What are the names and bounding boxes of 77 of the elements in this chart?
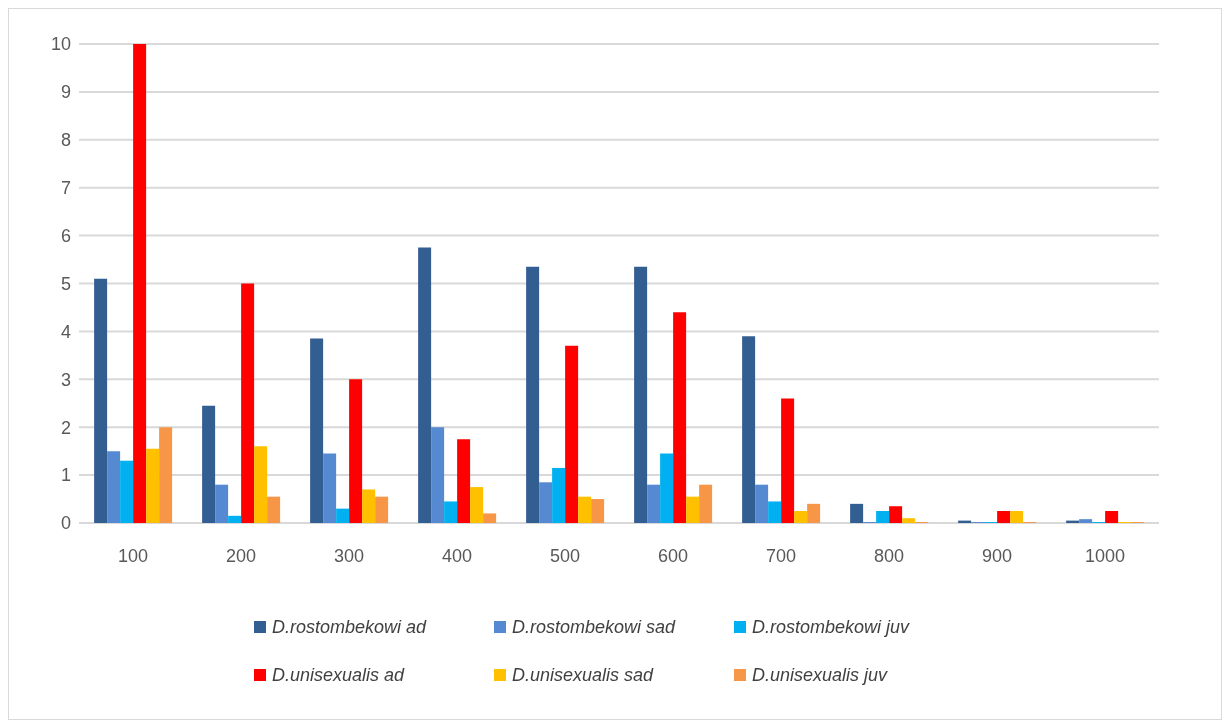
bar (539, 482, 553, 523)
x-tick-label: 100 (117, 545, 149, 566)
bar (552, 467, 566, 523)
legend-label: D.rostombekowi sad (512, 616, 676, 639)
bar (889, 506, 903, 523)
bar (470, 487, 484, 523)
bar (660, 453, 674, 523)
y-tick-label: 8 (60, 130, 71, 151)
legend-label: D.rostombekowi juv (752, 616, 910, 639)
bar (418, 247, 432, 523)
bar (241, 283, 255, 523)
y-tick-label: 2 (60, 417, 71, 438)
y-tick-label: 0 (60, 513, 71, 534)
x-tick-label: 400 (441, 545, 473, 566)
bar (94, 278, 108, 523)
x-tick-label: 700 (765, 545, 797, 566)
bar (228, 515, 242, 523)
bar (876, 511, 890, 523)
legend-label: D.rostombekowi ad (272, 616, 427, 639)
bar (483, 513, 497, 523)
bar (634, 266, 648, 523)
legend-label: D.unisexualis sad (512, 664, 654, 687)
bar (133, 44, 147, 523)
bar (323, 453, 337, 523)
bar (781, 398, 795, 523)
bar (565, 345, 579, 523)
bar (159, 427, 173, 523)
bar (107, 451, 121, 523)
bar (673, 312, 687, 523)
bar (431, 427, 445, 523)
bar (375, 496, 389, 523)
bar (457, 439, 471, 523)
bar (526, 266, 540, 523)
bar (578, 496, 592, 523)
bar (742, 336, 756, 523)
y-tick-label: 1 (60, 465, 71, 486)
bar (254, 446, 268, 523)
bar (362, 489, 376, 523)
bar (267, 496, 281, 523)
x-tick-label: 900 (981, 545, 1013, 566)
bar (686, 496, 700, 523)
bar (997, 511, 1011, 523)
bar (699, 484, 713, 523)
bar (591, 499, 605, 523)
bar (755, 484, 769, 523)
y-tick-label: 9 (60, 82, 71, 103)
bar (310, 338, 324, 523)
x-tick-label: 600 (657, 545, 689, 566)
bar (1010, 511, 1024, 523)
x-tick-label: 500 (549, 545, 581, 566)
bar (1105, 511, 1119, 523)
bar (146, 448, 160, 523)
bar (647, 484, 661, 523)
x-tick-label: 800 (873, 545, 905, 566)
x-tick-label: 300 (333, 545, 365, 566)
bar (768, 501, 782, 523)
bar (336, 508, 350, 523)
bar (202, 405, 216, 523)
y-tick-label: 4 (60, 321, 71, 342)
y-tick-label: 10 (50, 34, 71, 55)
bar (1079, 519, 1093, 523)
legend-label: D.unisexualis ad (272, 664, 405, 687)
y-tick-label: 3 (60, 369, 71, 390)
bar (850, 503, 864, 523)
bar (120, 460, 134, 523)
y-tick-label: 6 (60, 225, 71, 246)
bar (902, 518, 916, 523)
y-tick-label: 5 (60, 273, 71, 294)
x-tick-label: 1000 (1084, 545, 1126, 566)
x-tick-label: 200 (225, 545, 257, 566)
bar (794, 511, 808, 523)
bar (215, 484, 229, 523)
y-tick-label: 7 (60, 178, 71, 199)
bar (444, 501, 458, 523)
bar (807, 503, 821, 523)
legend-label: D.unisexualis juv (752, 664, 888, 687)
bar (349, 379, 363, 523)
